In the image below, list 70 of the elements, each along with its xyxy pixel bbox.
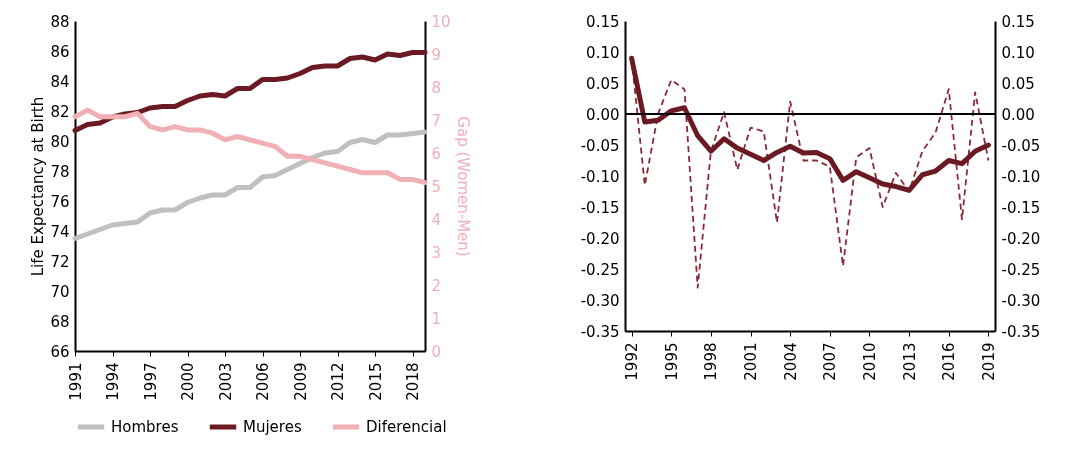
- x-tick-label: 1991: [66, 362, 85, 401]
- y-tick-label: 76: [50, 192, 70, 211]
- y2-tick-label: -0.15: [1001, 198, 1041, 217]
- legend-label: Hombres: [111, 418, 179, 436]
- x-tick-label: 1998: [702, 342, 721, 381]
- y-tick-label: 70: [50, 282, 70, 301]
- legend-label: Diferencial: [366, 418, 447, 436]
- x-tick-label: 1995: [662, 342, 681, 381]
- y2-tick-label: 1: [431, 309, 442, 328]
- y2-tick-label: -0.05: [1001, 136, 1041, 155]
- y-tick-label: 0.00: [586, 105, 620, 124]
- x-tick-label: 1992: [623, 342, 642, 381]
- y2-tick-label: 0.10: [1001, 43, 1035, 62]
- y-tick-label: 0.15: [586, 12, 620, 31]
- y-tick-label: -0.30: [580, 291, 620, 310]
- y2-tick-label: 0.15: [1001, 12, 1035, 31]
- y-tick-label: -0.10: [580, 167, 620, 186]
- y-tick-label: 78: [50, 162, 70, 181]
- y2-tick-label: 3: [431, 243, 442, 262]
- x-tick-label: 2000: [179, 362, 197, 401]
- y-tick-label: 0.05: [586, 74, 620, 93]
- x-tick-label: 2012: [329, 362, 347, 401]
- y-tick-label: -0.20: [580, 229, 620, 248]
- y-tick-label: 88: [50, 12, 70, 31]
- y-tick-label: 0.10: [586, 43, 620, 62]
- x-tick-label: 2009: [291, 362, 310, 401]
- y-axis-title: Life Expectancy at Birth: [29, 96, 48, 277]
- y-tick-label: 82: [50, 102, 70, 121]
- x-tick-label: 2015: [366, 362, 385, 401]
- y-tick-label: 74: [50, 222, 70, 241]
- y-tick-label: 84: [50, 72, 70, 91]
- x-tick-label: 2013: [900, 342, 919, 381]
- x-tick-label: 2001: [742, 342, 761, 381]
- y2-tick-label: 10: [431, 12, 451, 31]
- y-tick-label: -0.35: [580, 322, 620, 341]
- y2-tick-label: -0.25: [1001, 260, 1041, 279]
- x-tick-label: 1997: [141, 362, 160, 401]
- x-tick-label: 2016: [940, 342, 959, 381]
- y2-tick-label: -0.35: [1001, 322, 1041, 341]
- x-tick-label: 2003: [216, 362, 235, 401]
- x-tick-label: 2019: [979, 342, 998, 381]
- y2-tick-label: 0.05: [1001, 74, 1035, 93]
- y2-tick-label: 0.00: [1001, 105, 1035, 124]
- y-tick-label: 68: [50, 312, 70, 331]
- y-tick-label: -0.25: [580, 260, 620, 279]
- legend-label: Mujeres: [243, 418, 302, 436]
- x-tick-label: 2007: [821, 342, 840, 381]
- x-tick-label: 2018: [404, 362, 422, 401]
- y-tick-label: 66: [50, 342, 70, 361]
- x-tick-label: 1994: [104, 362, 122, 401]
- y2-tick-label: 6: [431, 144, 442, 163]
- x-tick-label: 2006: [254, 362, 272, 401]
- y-tick-label: 80: [50, 132, 70, 151]
- y-tick-label: 72: [50, 252, 70, 271]
- y2-axis-title: Gap (Women-Men): [453, 116, 472, 257]
- y2-tick-label: 5: [431, 177, 442, 196]
- y-tick-label: 86: [50, 42, 70, 61]
- y-tick-label: -0.05: [580, 136, 620, 155]
- y2-tick-label: 8: [431, 78, 442, 97]
- y2-tick-label: 4: [431, 210, 442, 229]
- x-tick-label: 2004: [781, 342, 800, 381]
- y2-tick-label: -0.30: [1001, 291, 1041, 310]
- y2-tick-label: 7: [431, 111, 442, 130]
- y2-tick-label: 2: [431, 276, 442, 295]
- y2-tick-label: 9: [431, 45, 442, 64]
- y-tick-label: -0.15: [580, 198, 620, 217]
- x-tick-label: 2010: [860, 342, 879, 381]
- y2-tick-label: -0.10: [1001, 167, 1041, 186]
- y2-tick-label: -0.20: [1001, 229, 1041, 248]
- y2-tick-label: 0: [431, 342, 442, 361]
